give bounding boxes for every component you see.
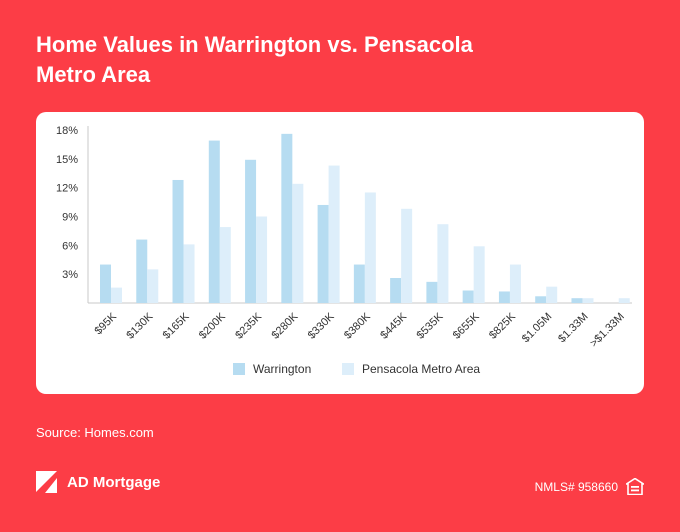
- x-tick-label: $330K: [306, 310, 337, 341]
- chart-card: 18% 15% 12% 9% 6% 3% $95K $130K $165K $200K $235K $…: [36, 112, 644, 394]
- bar-pensacola: [111, 287, 122, 303]
- x-tick-label: $825K: [487, 310, 518, 341]
- x-tick-label: $95K: [92, 310, 119, 337]
- chart-title-line-2: Metro Area: [36, 62, 151, 87]
- bar-pensacola: [256, 216, 268, 303]
- bar-warrington: [535, 296, 547, 303]
- bar-warrington: [390, 278, 402, 303]
- bar-warrington: [462, 290, 474, 303]
- bar-pensacola: [401, 208, 413, 303]
- chart-title-line-1: Home Values in Warrington vs. Pensacola: [36, 32, 473, 57]
- bar-pensacola: [582, 298, 594, 303]
- y-tick-label: 6%: [62, 240, 78, 252]
- bar-warrington: [571, 298, 583, 303]
- y-tick-label: 12%: [56, 183, 78, 195]
- bar-warrington: [317, 204, 329, 303]
- x-tick-label: $445K: [378, 310, 409, 341]
- y-tick-label: 9%: [62, 212, 78, 224]
- bar-chart: 18%15%12%9%6%3%$95K $130K $165K $200K $235K $…: [56, 125, 632, 376]
- x-tick-label: $235K: [233, 310, 264, 341]
- y-tick-label: 3%: [62, 269, 78, 281]
- x-tick-label: $165K: [161, 310, 192, 341]
- legend-pensacola-label: Pensacola Metro Area: [362, 362, 480, 376]
- bar-pensacola: [183, 244, 195, 303]
- equal-housing-icon: [626, 478, 644, 495]
- bar-warrington: [172, 179, 184, 303]
- bar-pensacola: [364, 192, 376, 303]
- bar-pensacola: [437, 224, 449, 303]
- bar-pensacola: [618, 298, 630, 303]
- bar-pensacola: [473, 246, 485, 303]
- brand: AD Mortgage: [36, 471, 160, 493]
- legend-warrington-swatch: [233, 363, 245, 375]
- bar-pensacola: [509, 264, 521, 303]
- x-tick-label: $280K: [269, 310, 300, 341]
- bar-pensacola: [147, 269, 159, 303]
- x-tick-label: $130K: [124, 310, 155, 341]
- bar-pensacola: [328, 165, 340, 303]
- legend-pensacola-swatch: [342, 363, 354, 375]
- legend-warrington-label: Warrington: [253, 362, 311, 376]
- bar-warrington: [353, 264, 365, 303]
- ad-mortgage-logo-icon: [36, 471, 57, 493]
- bar-warrington: [426, 281, 438, 303]
- chart-title: Home Values in Warrington vs. Pensacola …: [36, 30, 636, 90]
- bar-pensacola: [292, 183, 304, 303]
- bar-warrington: [100, 264, 111, 303]
- x-tick-label: $1.05M: [520, 311, 554, 345]
- x-tick-label: $1.33M: [556, 311, 590, 345]
- source-note: Source: Homes.com: [36, 425, 154, 440]
- x-tick-label: >$1.33M: [588, 311, 627, 350]
- y-tick-label: 18%: [56, 125, 78, 137]
- x-tick-label: $535K: [415, 310, 446, 341]
- bar-warrington: [498, 291, 510, 303]
- bar-warrington: [245, 159, 257, 303]
- bar-pensacola: [219, 227, 231, 303]
- bar-warrington: [281, 133, 293, 303]
- x-tick-label: $655K: [451, 310, 482, 341]
- x-tick-label: $200K: [197, 310, 228, 341]
- y-tick-label: 15%: [56, 154, 78, 166]
- bar-warrington: [208, 140, 220, 303]
- x-tick-label: $380K: [342, 310, 373, 341]
- bar-warrington: [136, 239, 148, 303]
- bar-pensacola: [546, 286, 558, 303]
- brand-name: AD Mortgage: [67, 473, 161, 491]
- nmls-number: NMLS# 958660: [534, 480, 618, 494]
